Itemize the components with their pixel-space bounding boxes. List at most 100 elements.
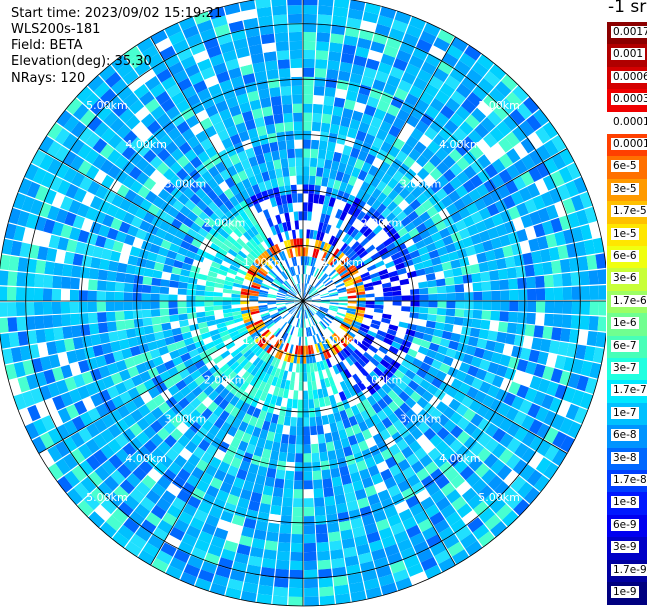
scan-cell	[115, 448, 130, 464]
scan-cell	[164, 336, 175, 346]
scan-cell	[354, 488, 367, 501]
scan-cell	[261, 401, 270, 412]
scan-cell	[38, 385, 52, 401]
scan-cell	[35, 401, 49, 418]
scan-cell	[43, 398, 58, 415]
scan-cell	[240, 381, 250, 392]
scan-cell	[366, 361, 377, 371]
scan-cell	[202, 257, 213, 266]
scan-cell	[352, 373, 361, 384]
scan-cell	[236, 543, 251, 556]
scan-cell	[175, 340, 186, 350]
scan-cell	[328, 458, 339, 470]
scan-cell	[277, 306, 287, 311]
scan-cell	[408, 148, 421, 162]
scan-cell	[203, 36, 219, 50]
scan-cell	[370, 413, 382, 425]
scan-cell	[264, 319, 273, 326]
scan-cell	[350, 228, 360, 239]
scan-cell	[373, 288, 384, 294]
scan-cell	[461, 193, 474, 207]
scan-cell	[356, 200, 367, 211]
scan-cell	[296, 301, 303, 307]
scan-cell	[467, 254, 479, 265]
scan-cell	[264, 198, 273, 209]
scan-cell	[277, 320, 285, 328]
scan-cell	[284, 121, 294, 132]
scan-cell	[396, 242, 407, 252]
scan-cell	[453, 275, 464, 285]
scan-cell	[43, 274, 54, 288]
scan-cell	[194, 340, 205, 349]
scan-cell	[269, 310, 279, 316]
scan-cell	[359, 326, 369, 334]
scan-cell	[347, 303, 357, 307]
scan-cell	[402, 516, 417, 531]
scan-cell	[454, 309, 465, 318]
scan-cell	[310, 344, 315, 355]
scan-cell	[316, 361, 322, 372]
scan-cell	[353, 258, 363, 267]
scan-cell	[286, 249, 292, 259]
scan-cell	[541, 220, 554, 235]
scan-cell	[294, 220, 299, 230]
scan-cell	[244, 197, 254, 208]
scan-cell	[62, 326, 73, 339]
scan-cell	[213, 309, 224, 315]
scan-cell	[284, 333, 291, 343]
scan-cell	[470, 233, 482, 245]
scan-cell	[349, 119, 361, 131]
scan-cell	[293, 211, 299, 221]
scan-cell	[293, 238, 298, 248]
scan-cell	[213, 337, 224, 346]
scan-cell	[508, 311, 518, 323]
scan-cell	[173, 519, 189, 533]
scan-cell	[403, 334, 414, 343]
scan-cell	[78, 359, 90, 374]
scan-cell	[166, 84, 182, 98]
scan-cell	[206, 485, 220, 498]
scan-cell	[333, 276, 342, 283]
scan-cell	[326, 386, 334, 397]
scan-cell	[178, 313, 188, 321]
scan-cell	[204, 286, 215, 292]
scan-cell	[401, 295, 411, 301]
scan-cell	[213, 448, 226, 461]
scan-cell	[289, 569, 303, 580]
scan-cell	[307, 247, 312, 257]
scan-cell	[364, 310, 374, 316]
scan-cell	[139, 220, 151, 232]
scan-cell	[537, 207, 551, 223]
scan-cell	[292, 275, 297, 285]
scan-cell	[288, 596, 303, 606]
scan-cell	[235, 340, 245, 349]
scan-cell	[595, 253, 606, 269]
scan-cell	[516, 228, 528, 243]
scan-cell	[333, 575, 348, 587]
scan-cell	[88, 279, 98, 291]
scan-cell	[340, 349, 349, 359]
scan-cell	[415, 268, 426, 277]
scan-cell	[426, 534, 442, 549]
scan-cell	[541, 394, 555, 410]
scan-cell	[191, 238, 202, 249]
scan-cell	[284, 212, 291, 222]
scan-cell	[131, 374, 144, 387]
scan-cell	[330, 467, 341, 479]
scan-cell	[571, 226, 584, 243]
scan-cell	[32, 167, 47, 185]
scan-cell	[226, 531, 241, 544]
scan-cell	[168, 61, 184, 76]
scan-cell	[175, 362, 187, 373]
scan-cell	[281, 342, 287, 352]
scan-cell	[319, 250, 325, 260]
scan-cell	[272, 595, 288, 606]
scan-cell	[61, 276, 71, 289]
scan-cell	[480, 271, 491, 282]
scan-cell	[240, 221, 250, 232]
scan-cell	[259, 361, 268, 371]
scan-cell	[434, 239, 446, 249]
scan-cell	[303, 372, 308, 382]
scan-cell	[327, 522, 340, 533]
scan-cell	[548, 340, 560, 355]
